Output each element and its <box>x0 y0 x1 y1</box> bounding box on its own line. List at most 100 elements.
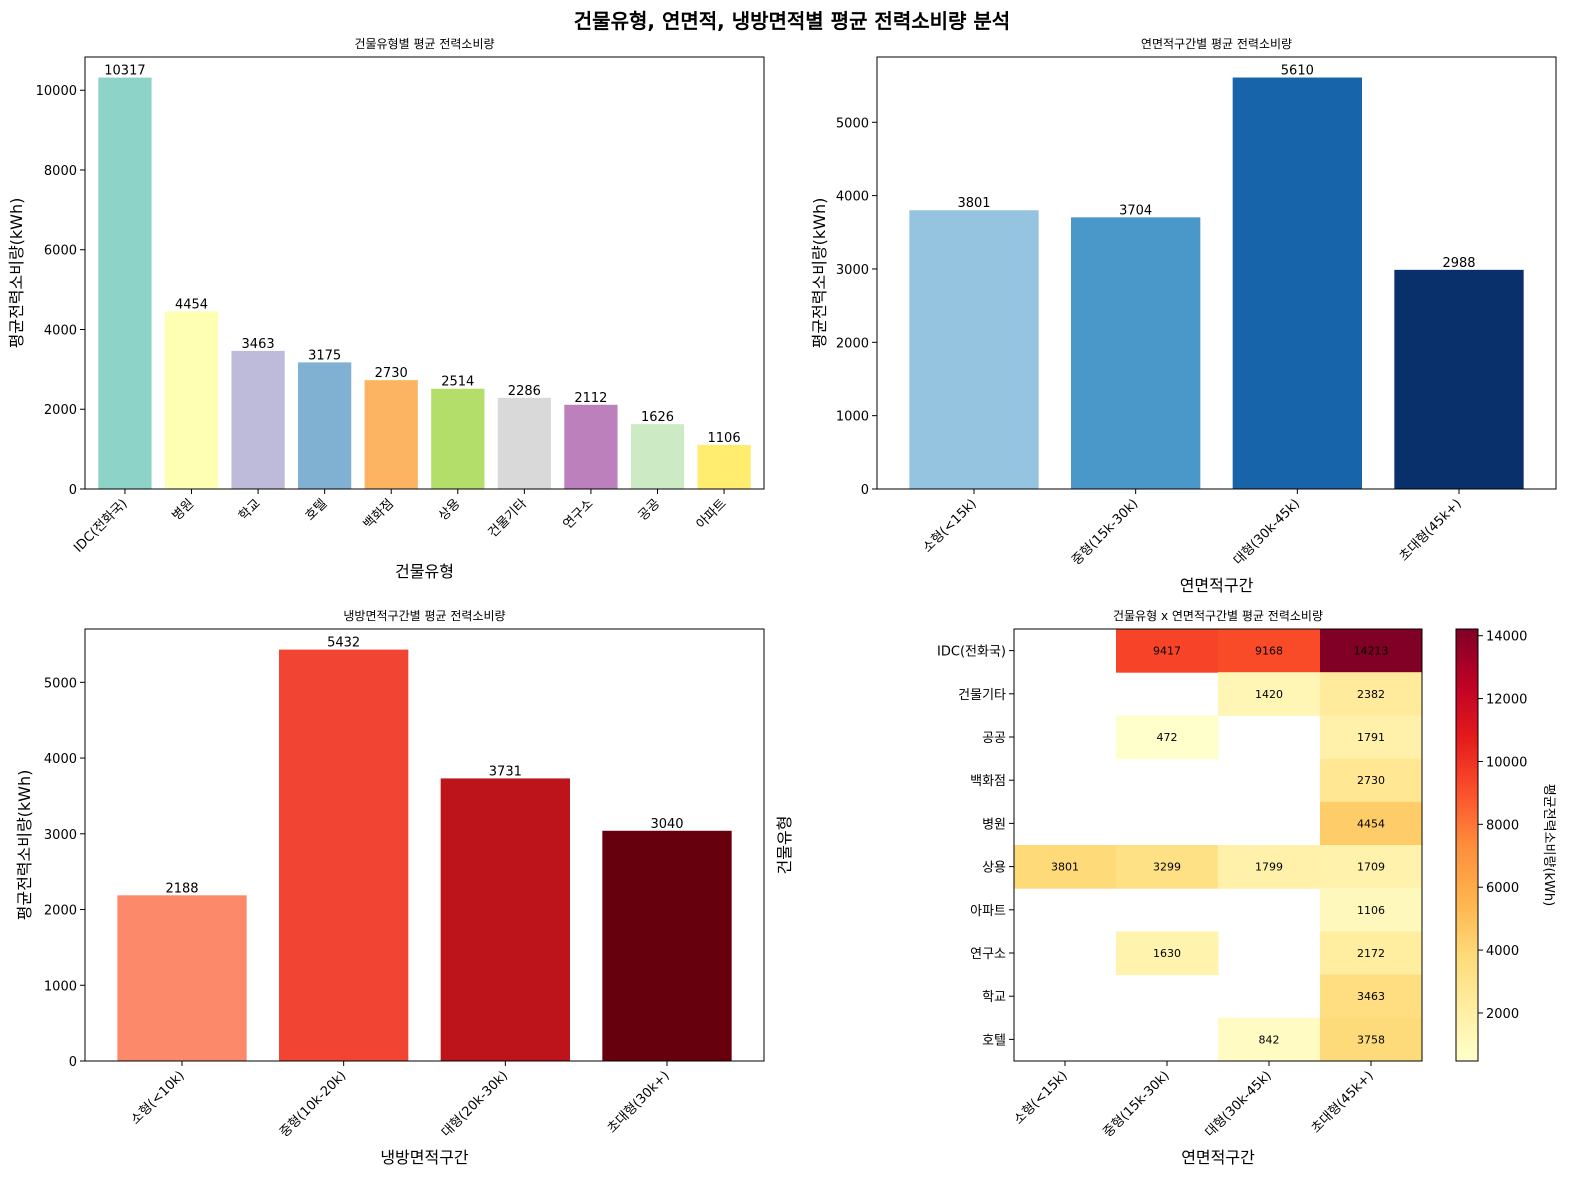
plot-frame <box>84 628 765 1062</box>
colorbar-tick-label: 6000 <box>1486 881 1519 896</box>
y-tick-label: 3000 <box>836 263 869 278</box>
colorbar-label: 평균전력소비량(kWh) <box>1541 784 1556 907</box>
bar <box>431 388 485 489</box>
y-axis-label: 평균전력소비량(kWh) <box>810 198 829 349</box>
bar-value-label: 5432 <box>327 636 360 651</box>
y-tick-label: 3000 <box>44 828 77 843</box>
x-tick-label: 병원 <box>170 496 198 524</box>
y-tick-label: 공공 <box>982 731 1006 746</box>
x-tick-label: 연구소 <box>561 496 597 532</box>
heatmap-cell-label: 2382 <box>1357 688 1385 701</box>
x-tick-label: 중형(15k-30k) <box>1101 1068 1173 1140</box>
heatmap-cell <box>1320 974 1423 1019</box>
heatmap-cell <box>1320 758 1423 803</box>
chart-title: 건물유형 x 연면적구간별 평균 전력소비량 <box>1113 609 1323 623</box>
bar <box>98 77 152 490</box>
heatmap-cell-label: 1106 <box>1357 904 1385 917</box>
bar <box>1232 77 1362 489</box>
bar <box>602 830 732 1061</box>
chart-floor-area: 연면적구간별 평균 전력소비량 0 1000 2000 3000 4000 5000 3801… <box>810 37 1557 595</box>
y-axis-label: 평균전력소비량(kWh) <box>15 770 34 921</box>
y-tick-label: 호텔 <box>982 1033 1006 1048</box>
x-tick-label: 대형(30k-45k) <box>1231 496 1303 568</box>
heatmap-cell-label: 9417 <box>1153 645 1181 658</box>
bar-value-label: 2188 <box>165 881 198 896</box>
heatmap-cell-label: 1791 <box>1357 731 1385 744</box>
x-tick-label: 건물기타 <box>486 496 530 540</box>
heatmap-cell-label: 3299 <box>1153 861 1181 874</box>
heatmap-cell <box>1320 629 1423 673</box>
bar <box>564 404 618 489</box>
colorbar-tick-label: 4000 <box>1486 944 1519 959</box>
bar-value-label: 3040 <box>650 817 683 832</box>
x-tick-label: 학교 <box>236 496 264 524</box>
bar <box>298 362 352 489</box>
bar-value-label: 10317 <box>104 64 145 79</box>
heatmap-cell-label: 1799 <box>1255 861 1283 874</box>
plot-frame <box>876 56 1557 490</box>
bar-value-label: 2112 <box>574 391 607 406</box>
heatmap-cell-label: 1709 <box>1357 861 1385 874</box>
bar <box>364 380 418 489</box>
heatmap-type-by-area: 건물유형 x 연면적구간별 평균 전력소비량 9417 9168 14213 1420 2… <box>775 609 1556 1167</box>
x-tick-label: 백화점 <box>361 496 397 532</box>
heatmap-cell-label: 4454 <box>1357 817 1385 830</box>
y-tick-label: 6000 <box>44 244 77 259</box>
y-tick-label: 병원 <box>982 817 1006 832</box>
y-tick-label: 5000 <box>44 676 77 691</box>
y-tick-label: 상용 <box>982 861 1006 876</box>
heatmap-cell <box>1218 629 1321 673</box>
colorbar-tick-label: 8000 <box>1486 818 1519 833</box>
colorbar-tick-label: 14000 <box>1486 630 1527 645</box>
heatmap-cell <box>1116 715 1219 760</box>
x-tick-label: 초대형(30k+) <box>605 1068 673 1136</box>
heatmap-cell-label: 1420 <box>1255 688 1283 701</box>
y-tick-label: 0 <box>69 1055 77 1070</box>
chart-title: 건물유형별 평균 전력소비량 <box>354 37 494 51</box>
bar-value-label: 2988 <box>1442 256 1475 271</box>
bar-value-label: 4454 <box>175 297 208 312</box>
bar <box>279 649 409 1061</box>
x-tick-label: IDC(전화국) <box>71 496 130 555</box>
heatmap-cell <box>1320 715 1423 760</box>
heatmap-cell-label: 9168 <box>1255 645 1283 658</box>
chart-cooling-area: 냉방면적구간별 평균 전력소비량 0 1000 2000 3000 4000 5000 218… <box>15 609 765 1167</box>
heatmap-cell <box>1320 888 1423 932</box>
heatmap-cell <box>1320 1017 1423 1062</box>
colorbar-tick-label: 10000 <box>1486 755 1527 770</box>
y-tick-label: 8000 <box>44 164 77 179</box>
bar-value-label: 3801 <box>957 196 990 211</box>
heatmap-cell <box>1116 629 1219 673</box>
x-tick-label: 중형(10k-20k) <box>277 1068 349 1140</box>
chart-title: 연면적구간별 평균 전력소비량 <box>1141 37 1292 51</box>
heatmap-cell <box>1014 845 1117 889</box>
y-tick-label: 연구소 <box>970 947 1006 962</box>
bar-value-label: 1106 <box>708 431 741 446</box>
bar <box>909 210 1039 489</box>
x-tick-label: 소형(<15k) <box>920 496 979 555</box>
bar-value-label: 3704 <box>1119 203 1152 218</box>
heatmap-cell-label: 472 <box>1157 731 1178 744</box>
y-tick-label: 4000 <box>836 190 869 205</box>
colorbar-tick-label: 12000 <box>1486 693 1527 708</box>
y-tick-label: 건물기타 <box>958 688 1006 703</box>
y-tick-label: 1000 <box>44 979 77 994</box>
y-tick-label: 4000 <box>44 752 77 767</box>
colorbar-tick-label: 2000 <box>1486 1007 1519 1022</box>
heatmap-cell-label: 2730 <box>1357 774 1385 787</box>
y-tick-label: 백화점 <box>970 774 1006 789</box>
heatmap-cell-label: 3801 <box>1051 861 1079 874</box>
bar-value-label: 2514 <box>441 375 474 390</box>
x-tick-label: 상용 <box>436 496 464 524</box>
y-tick-label: 아파트 <box>970 904 1006 919</box>
x-tick-label: 공공 <box>636 496 664 524</box>
bar-value-label: 1626 <box>641 410 674 425</box>
bar <box>1071 217 1201 489</box>
x-tick-label: 대형(20k-30k) <box>439 1068 511 1140</box>
heatmap-cell <box>1320 801 1423 846</box>
heatmap-cell <box>1116 845 1219 889</box>
x-tick-label: 중형(15k-30k) <box>1069 496 1141 568</box>
y-tick-label: 10000 <box>36 84 77 99</box>
heatmap-cell <box>1320 672 1423 716</box>
